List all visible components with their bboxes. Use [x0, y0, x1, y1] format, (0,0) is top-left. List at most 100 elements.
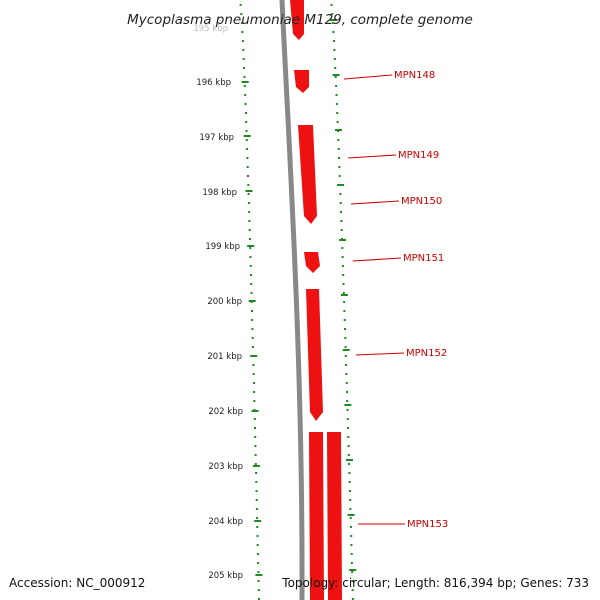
ruler-tick — [339, 239, 347, 241]
ruler-dot — [351, 598, 354, 600]
ruler-dot — [346, 391, 348, 393]
ruler-tick — [248, 300, 256, 302]
ruler-dot — [339, 193, 342, 195]
ruler-dot — [245, 130, 248, 132]
ruler-dot — [340, 229, 343, 231]
gene-arrow[interactable] — [304, 252, 320, 273]
tick-label: 201 kbp — [207, 352, 242, 362]
ruler-dot — [254, 427, 256, 429]
ruler-dot — [255, 499, 258, 501]
ruler-dot — [255, 472, 258, 474]
ruler-dot — [248, 238, 251, 240]
ruler-tick — [252, 465, 260, 467]
ruler-dot — [342, 274, 345, 276]
ruler-dot — [253, 418, 256, 420]
ruler-dot — [257, 562, 260, 564]
gene-label-mpn151[interactable]: MPN151 — [403, 253, 444, 264]
ruler-tick — [243, 135, 251, 137]
ruler-tick — [332, 74, 340, 76]
ruler-dot — [337, 148, 340, 150]
gene-arrow[interactable] — [290, 0, 304, 40]
ruler-dot — [341, 247, 344, 249]
leader-line — [355, 352, 405, 356]
gene-block[interactable] — [309, 432, 324, 600]
ruler-dot — [340, 211, 342, 213]
ruler-dot — [247, 184, 250, 186]
ruler-dot — [333, 49, 336, 51]
ruler-dot — [331, 22, 334, 24]
ruler-dot — [255, 481, 258, 483]
ruler-dot — [335, 85, 338, 87]
gene-label-mpn149[interactable]: MPN149 — [398, 150, 439, 161]
ruler-dot — [255, 490, 258, 492]
ruler-tick — [347, 514, 355, 516]
gene-arrow[interactable] — [298, 125, 317, 224]
ruler-tick — [346, 459, 353, 461]
ruler-dot — [243, 85, 246, 87]
gene-label-mpn148[interactable]: MPN148 — [394, 70, 435, 81]
ruler-dot — [249, 247, 252, 249]
gene-arrow[interactable] — [294, 70, 309, 93]
gene-label-mpn153[interactable]: MPN153 — [407, 519, 448, 530]
ruler-dot — [339, 202, 342, 204]
ruler-dot — [256, 535, 259, 537]
gene-features — [290, 0, 342, 600]
ruler-dot — [243, 67, 246, 69]
ruler-dot — [338, 175, 341, 177]
ruler-dot — [250, 283, 253, 285]
ruler-dot — [241, 40, 244, 42]
ruler-dot — [351, 571, 354, 573]
gene-arrow[interactable] — [306, 289, 323, 421]
ruler-dot — [247, 175, 249, 177]
ruler-dot — [347, 427, 349, 429]
ruler-tick — [245, 190, 253, 192]
ruler-dot — [257, 571, 260, 573]
ruler-dot — [335, 103, 338, 105]
ruler-dot — [345, 382, 348, 384]
ruler-dot — [348, 481, 351, 483]
ruler-dot — [255, 508, 258, 510]
ruler-tick — [250, 355, 258, 357]
gene-label-mpn152[interactable]: MPN152 — [406, 348, 447, 359]
tick-label: 204 kbp — [208, 517, 243, 527]
ruler-dot — [253, 400, 256, 402]
ruler-dot — [239, 4, 242, 6]
ruler-dot — [244, 94, 247, 96]
ruler-dot — [243, 76, 246, 78]
ruler-dot — [256, 544, 259, 546]
ruler-dot — [333, 58, 336, 60]
ruler-dot — [348, 463, 351, 465]
ruler-dot — [341, 256, 344, 258]
gene-block[interactable] — [327, 432, 342, 600]
ruler-dot — [257, 580, 260, 582]
ruler-dot — [344, 355, 347, 357]
gene-label-mpn150[interactable]: MPN150 — [401, 196, 442, 207]
ruler-dot — [338, 166, 341, 168]
leader-line — [343, 74, 393, 80]
ruler-dot — [343, 301, 346, 303]
tick-label: 198 kbp — [202, 188, 237, 198]
ruler-tick — [344, 404, 352, 406]
ruler-dot — [344, 337, 347, 339]
tick-label-faded: 195 kbp — [193, 24, 228, 34]
ruler-tick — [335, 129, 342, 131]
genome-backbone — [279, 0, 305, 600]
ruler-dot — [348, 490, 351, 492]
ruler-dot — [351, 580, 354, 582]
ruler-tick — [247, 245, 255, 247]
ruler-dot — [252, 364, 255, 366]
ruler-dot — [244, 103, 247, 105]
gene-leader-lines — [343, 74, 405, 525]
ruler-dot — [244, 112, 247, 114]
ruler-dot — [332, 40, 335, 42]
ruler-dot — [252, 382, 255, 384]
ruler-dot — [347, 436, 350, 438]
ruler-dot — [256, 526, 259, 528]
ruler-dot — [251, 310, 253, 312]
tick-label: 200 kbp — [207, 297, 242, 307]
ruler-dot — [250, 274, 252, 276]
ruler-tick — [329, 19, 337, 21]
ruler-dot — [349, 499, 352, 501]
tick-label: 203 kbp — [208, 462, 243, 472]
